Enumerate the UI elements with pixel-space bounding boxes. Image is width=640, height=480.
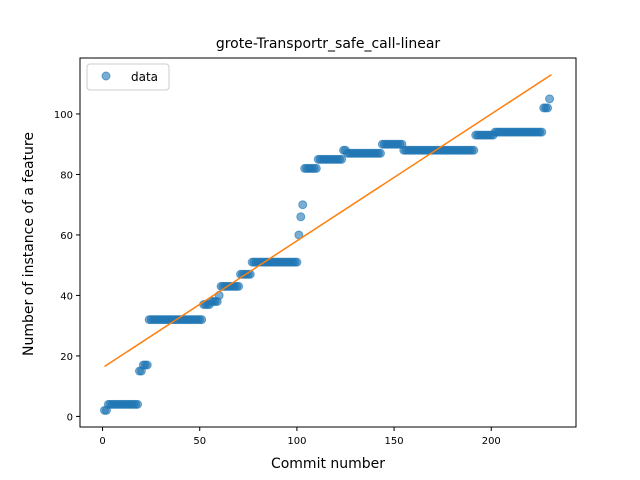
data-point — [142, 360, 152, 370]
legend: data — [86, 63, 170, 91]
y-tick-label: 0 — [67, 412, 73, 423]
data-point — [337, 154, 347, 164]
y-tick-label: 80 — [60, 170, 73, 181]
data-point — [537, 127, 547, 137]
x-axis-label: Commit number — [271, 456, 385, 472]
chart-title: grote-Transportr_safe_call-linear — [216, 36, 441, 52]
y-axis: 0 20 40 60 80 100 — [54, 110, 80, 423]
y-axis-label: Number of instance of a feature — [21, 132, 37, 356]
y-tick-label: 40 — [60, 291, 73, 302]
plot-frame — [79, 57, 577, 428]
legend-box — [86, 63, 170, 91]
data-point — [545, 94, 555, 104]
data-point — [133, 399, 143, 409]
data-point — [543, 103, 553, 113]
data-point — [375, 148, 385, 158]
data-point — [311, 163, 321, 173]
x-axis: 0 50 100 150 200 — [99, 427, 501, 447]
data-point — [298, 200, 308, 210]
plot-marks — [99, 74, 555, 415]
data-point — [469, 145, 479, 155]
y-tick-label: 60 — [60, 231, 73, 242]
x-tick-label: 0 — [99, 436, 105, 447]
y-tick-label: 100 — [54, 110, 73, 121]
data-point — [296, 212, 306, 222]
y-tick-label: 20 — [60, 352, 73, 363]
data-point — [234, 281, 244, 291]
legend-marker-data — [101, 71, 111, 81]
data-point — [292, 257, 302, 267]
x-tick-label: 50 — [193, 436, 206, 447]
legend-label-data: data — [131, 70, 158, 84]
data-point — [197, 315, 207, 325]
x-tick-label: 200 — [482, 436, 501, 447]
fit-line — [104, 74, 552, 368]
x-tick-label: 150 — [385, 436, 404, 447]
x-tick-label: 100 — [287, 436, 306, 447]
